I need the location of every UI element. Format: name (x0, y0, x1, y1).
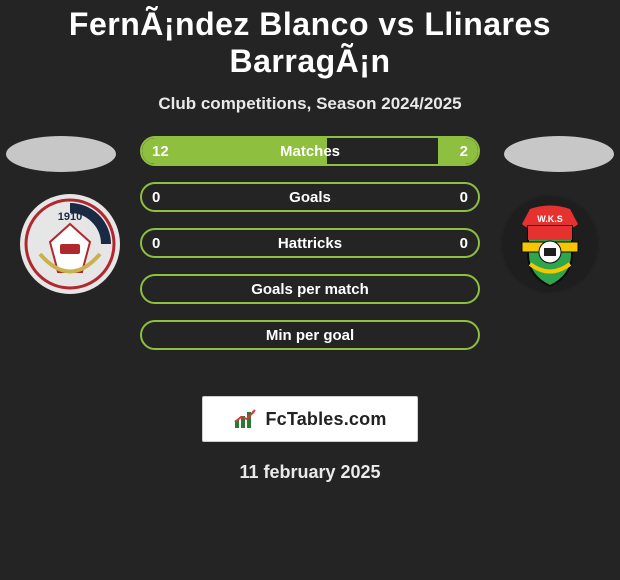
stat-label: Goals (142, 184, 478, 210)
page-title: FernÃ¡ndez Blanco vs Llinares BarragÃ¡n (0, 0, 620, 80)
stat-label: Goals per match (142, 276, 478, 302)
player-left-halo (6, 136, 116, 172)
stat-label: Hattricks (142, 230, 478, 256)
team-left-crest: 1910 (20, 194, 120, 294)
team-right-crest: W.K.S (500, 194, 600, 294)
date-text: 11 february 2025 (0, 462, 620, 483)
stat-row: 0Goals0 (140, 182, 480, 212)
branding-text: FcTables.com (265, 409, 386, 430)
stat-label: Matches (142, 138, 478, 164)
crest-ribbon-text: W.K.S (537, 214, 563, 224)
stat-value-right: 0 (460, 184, 468, 210)
branding-icon (233, 408, 259, 430)
comparison-arena: 1910 W.K.S 12Matches20Goals00Hattricks0G… (0, 136, 620, 386)
stat-label: Min per goal (142, 322, 478, 348)
stat-row: Min per goal (140, 320, 480, 350)
team-right-crest-svg: W.K.S (500, 194, 600, 294)
stat-row: 12Matches2 (140, 136, 480, 166)
team-left-crest-svg: 1910 (20, 194, 120, 294)
stat-row: Goals per match (140, 274, 480, 304)
page-subtitle: Club competitions, Season 2024/2025 (0, 94, 620, 114)
stat-value-right: 0 (460, 230, 468, 256)
crest-year: 1910 (58, 211, 82, 223)
stat-rows: 12Matches20Goals00Hattricks0Goals per ma… (140, 136, 480, 366)
stat-row: 0Hattricks0 (140, 228, 480, 258)
branding-box: FcTables.com (202, 396, 418, 442)
player-right-halo (504, 136, 614, 172)
stat-value-right: 2 (460, 138, 468, 164)
